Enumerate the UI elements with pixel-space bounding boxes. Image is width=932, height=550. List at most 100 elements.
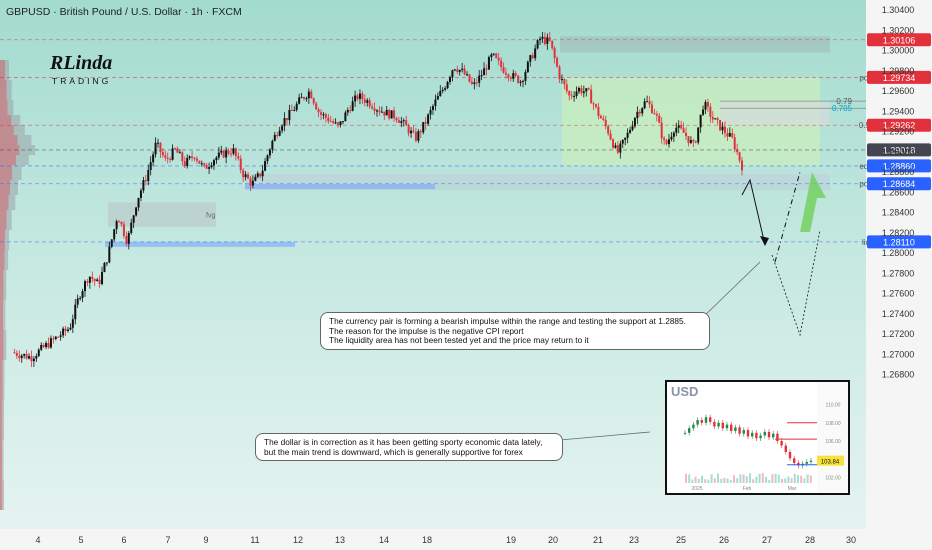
inset-candle-body <box>692 424 695 429</box>
candle-body <box>704 102 707 110</box>
inset-volume-bar <box>736 478 739 483</box>
candle-body <box>577 87 580 92</box>
inset-volume-bar <box>784 478 787 483</box>
price-tag-text: 1.29734 <box>883 73 916 83</box>
x-tick-label: 9 <box>203 535 208 545</box>
candle-body <box>273 134 276 141</box>
candle-body <box>580 87 583 94</box>
candle-body <box>84 281 86 292</box>
logo-sub-text: TRADING <box>52 76 112 86</box>
annotation-usd: The dollar is in correction as it has be… <box>255 433 563 461</box>
price-tag-text: 1.28110 <box>883 237 915 247</box>
candle-body <box>69 327 72 330</box>
candle-body <box>509 77 512 79</box>
candle-body <box>665 140 668 145</box>
candle-body <box>110 239 113 247</box>
logo-main-text: RLinda <box>50 52 113 74</box>
y-tick-label: 1.30200 <box>882 25 915 35</box>
candle-body <box>193 157 196 159</box>
candle-body <box>439 91 442 97</box>
volume-profile-bar-red <box>0 440 2 480</box>
candle-body <box>142 180 145 191</box>
inset-volume-bar <box>755 476 758 483</box>
inset-candle-body <box>688 428 691 433</box>
inset-candle-body <box>683 432 687 434</box>
candle-body <box>337 122 340 125</box>
candle-body <box>42 344 45 348</box>
candle-body <box>312 98 315 104</box>
bullish-arrow <box>800 172 826 232</box>
candle-body <box>446 81 449 89</box>
volume-profile-bar-red <box>0 135 18 145</box>
candle-body <box>514 73 517 76</box>
volume-profile-bar <box>0 330 7 360</box>
candle-body <box>388 109 391 119</box>
candle-body <box>539 38 542 41</box>
inset-candle-body <box>721 422 724 429</box>
candle-body <box>161 151 164 156</box>
candle-body <box>728 133 731 137</box>
candle-body <box>57 336 60 338</box>
candle-body <box>122 224 125 236</box>
candle-body <box>249 178 252 186</box>
y-tick-label: 1.28400 <box>882 208 915 218</box>
candle-body <box>692 140 695 142</box>
x-tick-label: 25 <box>676 535 686 545</box>
candle-body <box>329 121 332 123</box>
candle-body <box>711 116 714 120</box>
volume-profile-bar-red <box>0 80 7 100</box>
candle-body <box>641 108 644 114</box>
candle-body <box>504 72 507 75</box>
candle-body <box>522 80 524 82</box>
x-tick-label: 23 <box>629 535 639 545</box>
volume-profile-bar <box>0 100 14 115</box>
candle-body <box>300 97 303 99</box>
candle-body <box>305 98 308 100</box>
candle-body <box>332 121 335 123</box>
candle-body <box>159 142 162 152</box>
inset-volume-bar <box>765 476 767 483</box>
volume-profile-bar <box>0 195 16 210</box>
candle-body <box>178 152 181 154</box>
candle-body <box>288 109 291 121</box>
y-tick-label: 1.30400 <box>882 5 915 15</box>
candle-body <box>585 88 588 92</box>
y-tick-label: 1.27400 <box>882 309 915 319</box>
inset-candle-body <box>759 435 762 439</box>
candle-body <box>643 101 646 109</box>
price-tag-bg <box>867 33 931 47</box>
volume-profile-bar-red <box>0 195 9 210</box>
candle-body <box>127 233 130 244</box>
brand-logo: RLinda TRADING <box>50 52 120 92</box>
candle-body <box>502 67 505 73</box>
x-tick-label: 6 <box>121 535 126 545</box>
fib-zone <box>720 101 830 126</box>
candle-body <box>373 108 376 111</box>
candle-body <box>356 95 359 99</box>
candle-body <box>463 68 466 75</box>
x-tick-label: 18 <box>422 535 432 545</box>
candle-body <box>208 167 211 169</box>
candle-body <box>529 55 532 62</box>
candle-body <box>468 74 471 82</box>
candle-body <box>682 128 685 133</box>
candle-body <box>74 304 77 320</box>
candle-body <box>132 215 135 223</box>
candle-body <box>599 116 602 119</box>
candle-body <box>497 57 500 61</box>
candle-body <box>575 91 578 97</box>
level-label: eql <box>859 162 870 171</box>
x-tick-label: 11 <box>250 535 259 545</box>
candle-body <box>244 174 247 178</box>
usd-inset-chart: USD 110.00108.00106.00104.00102.002025Fe… <box>665 380 850 495</box>
candle-body <box>548 37 551 41</box>
candle-body <box>400 121 403 123</box>
x-tick-label: 20 <box>548 535 558 545</box>
inset-candle-body <box>738 427 741 434</box>
volume-profile-bar-red <box>0 270 4 300</box>
candle-body <box>582 91 585 94</box>
supply-zone <box>560 36 830 53</box>
volume-profile-bar-red <box>0 125 14 135</box>
inset-volume-bar <box>691 479 694 483</box>
